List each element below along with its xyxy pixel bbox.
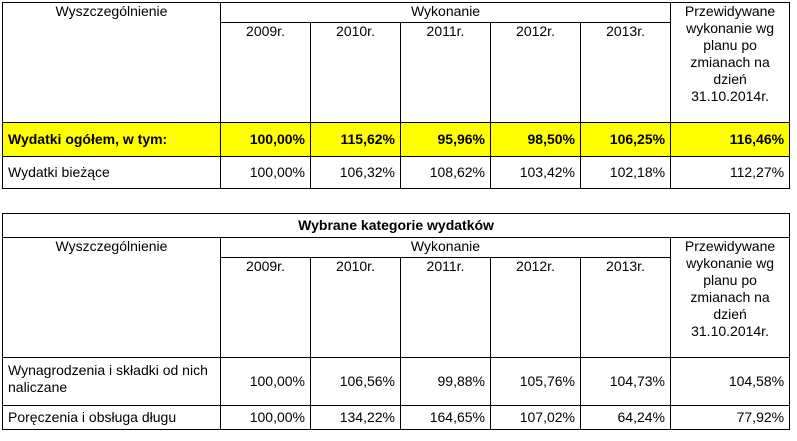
header-year: 2012r. — [490, 257, 581, 358]
header-description: Wyszczególnienie — [2, 2, 221, 123]
header-forecast: Przewidywane wykonanie wg planu po zmian… — [670, 2, 791, 123]
cell-value: 105,76% — [490, 357, 581, 406]
cell-value: 104,58% — [669, 357, 791, 406]
cell-value: 104,73% — [580, 357, 671, 406]
header-year: 2013r. — [580, 257, 671, 358]
cell-value: 112,27% — [670, 156, 791, 189]
row-label: Wydatki bieżące — [2, 156, 221, 189]
cell-value: 99,88% — [400, 357, 491, 406]
cell-value: 103,42% — [490, 156, 581, 189]
cell-value: 100,00% — [220, 405, 311, 430]
cell-value: 100,00% — [220, 357, 311, 406]
cell-value: 106,25% — [579, 122, 672, 157]
cell-value: 116,46% — [670, 122, 791, 157]
row-label: Wydatki ogółem, w tym: — [2, 122, 221, 157]
header-execution: Wykonanie — [219, 2, 672, 23]
row-label: Poręczenia i obsługa długu — [2, 405, 221, 430]
header-year: 2011r. — [400, 22, 491, 123]
cell-value: 106,32% — [310, 156, 401, 189]
cell-value: 100,00% — [220, 122, 311, 157]
header-year: 2009r. — [220, 22, 311, 123]
expenditure-table: Wyszczególnienie Wykonanie Przewidywane … — [2, 2, 791, 189]
header-year: 2010r. — [310, 22, 401, 123]
table-row: Wydatki bieżące 100,00% 106,32% 108,62% … — [2, 156, 791, 189]
cell-value: 98,50% — [490, 122, 581, 157]
header-year: 2010r. — [310, 257, 401, 358]
header-year: 2013r. — [579, 22, 672, 123]
cell-value: 64,24% — [580, 405, 671, 430]
cell-value: 107,02% — [490, 405, 581, 430]
cell-value: 102,18% — [579, 156, 672, 189]
row-label: Wynagrodzenia i składki od nich naliczan… — [2, 357, 221, 406]
cell-value: 95,96% — [400, 122, 491, 157]
header-year: 2012r. — [490, 22, 581, 123]
expenditure-categories-table: Wybrane kategorie wydatków Wyszczególnie… — [1, 213, 791, 430]
header-execution: Wykonanie — [220, 237, 671, 258]
cell-value: 106,56% — [310, 357, 401, 406]
header-description: Wyszczególnienie — [2, 237, 221, 358]
cell-value: 164,65% — [400, 405, 491, 430]
header-forecast: Przewidywane wykonanie wg planu po zmian… — [669, 237, 791, 358]
cell-value: 115,62% — [310, 122, 401, 157]
cell-value: 108,62% — [400, 156, 491, 189]
header-year: 2011r. — [400, 257, 491, 358]
header-year: 2009r. — [220, 257, 311, 358]
cell-value: 134,22% — [310, 405, 401, 430]
table-row: Wynagrodzenia i składki od nich naliczan… — [2, 357, 791, 406]
table-row: Poręczenia i obsługa długu 100,00% 134,2… — [2, 405, 791, 430]
cell-value: 77,92% — [669, 405, 791, 430]
table-row: Wydatki ogółem, w tym: 100,00% 115,62% 9… — [2, 122, 791, 157]
table-title: Wybrane kategorie wydatków — [1, 213, 791, 238]
cell-value: 100,00% — [220, 156, 311, 189]
